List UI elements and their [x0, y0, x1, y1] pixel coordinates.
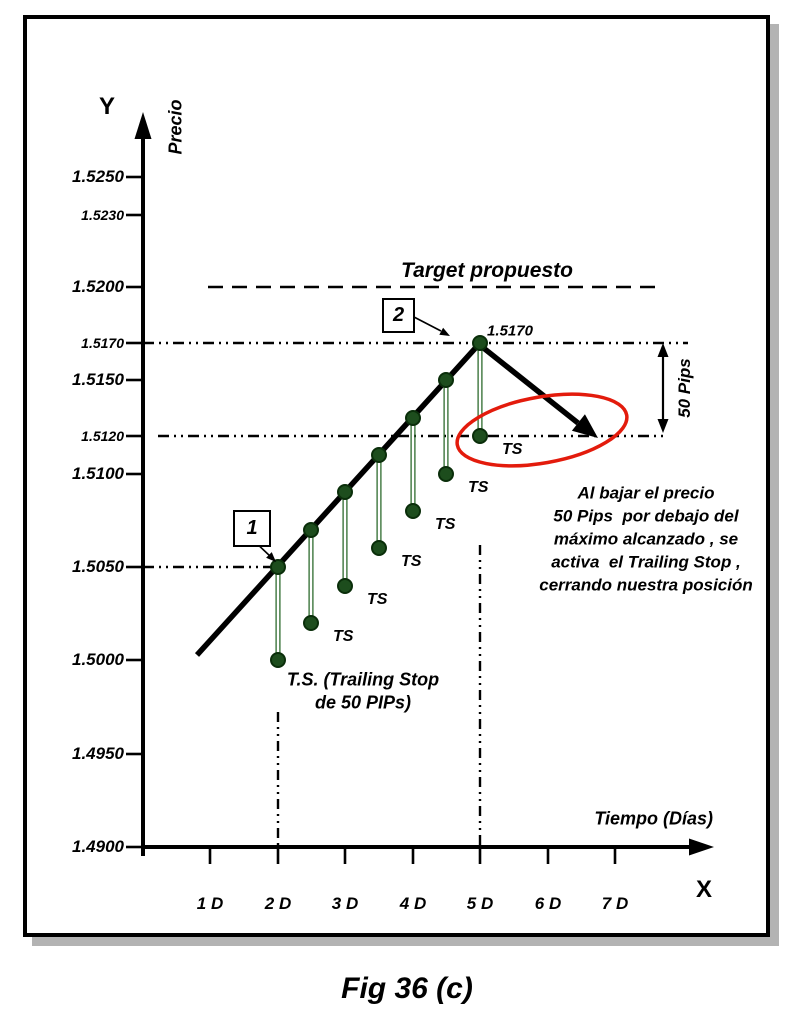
target-line-label: Target propuesto	[401, 259, 573, 282]
y-axis-letter: Y	[98, 93, 116, 120]
explanation-line: máximo alcanzado , se	[553, 529, 739, 549]
marker-2-arrow-head	[439, 327, 450, 336]
ts-label: TS	[468, 479, 489, 496]
explanation-text: Al bajar el precio 50 Pips por debajo del…	[539, 482, 753, 597]
activation-arrow-shaft	[479, 343, 580, 426]
ts-label: TS	[435, 516, 456, 533]
ts-label: TS	[333, 628, 354, 645]
price-dot	[438, 372, 454, 388]
y-axis-arrowhead	[134, 112, 152, 139]
y-axis-title: Precio	[165, 99, 186, 155]
price-dot	[371, 447, 387, 463]
explanation-line: 50 Pips por debajo del	[553, 506, 739, 526]
y-tick-label: 1.5050	[72, 557, 124, 576]
x-tick-label: 3 D	[331, 894, 359, 913]
y-tick-label: 1.4950	[72, 744, 124, 763]
stop-dot	[405, 503, 421, 519]
x-tick-label: 4 D	[399, 894, 427, 913]
x-axis-arrowhead	[689, 838, 714, 856]
y-tick-label: 1.5150	[72, 370, 124, 389]
marker-1-arrow-head	[266, 552, 276, 562]
explanation-line: cerrando nuestra posición	[539, 575, 753, 595]
trailing-stop-caption-line2: de 50 PIPs)	[314, 692, 412, 712]
price-dot	[303, 522, 319, 538]
stop-dot	[270, 652, 286, 668]
explanation-line: activa el Trailing Stop ,	[551, 552, 741, 572]
x-tick-label: 7 D	[601, 894, 629, 913]
x-tick-label: 1 D	[196, 894, 224, 913]
price-dot	[270, 559, 286, 575]
y-tick-label: 1.5250	[72, 167, 124, 186]
y-tick-label: 1.5230	[81, 207, 124, 223]
y-tick-label: 1.5120	[81, 428, 124, 444]
pips-range-arrow-head-bottom	[657, 419, 669, 433]
ts-label: TS	[401, 553, 422, 570]
ts-label: TS	[367, 591, 388, 608]
pips-range-arrow-head-top	[657, 343, 669, 357]
figure-caption: Fig 36 (c)	[341, 972, 473, 1005]
fifty-pips-label: 50 Pips	[675, 358, 694, 418]
price-dot	[472, 335, 488, 351]
stop-dot	[337, 578, 353, 594]
x-tick-label: 5 D	[466, 894, 494, 913]
price-dot	[405, 410, 421, 426]
y-tick-label: 1.5100	[72, 464, 124, 483]
price-dot	[337, 484, 353, 500]
x-axis-title: Tiempo (Días)	[594, 808, 713, 829]
x-tick-label: 2 D	[264, 894, 292, 913]
y-tick-label: 1.5170	[81, 335, 124, 351]
highlight-ellipse	[455, 392, 629, 468]
trailing-stop-caption-line1: T.S. (Trailing Stop	[286, 669, 440, 690]
stop-dot	[438, 466, 454, 482]
figure-frame	[23, 15, 770, 937]
x-axis-letter: X	[695, 876, 713, 903]
price-path-line	[194, 341, 483, 657]
y-tick-label: 1.4900	[72, 837, 124, 856]
y-tick-label: 1.5200	[72, 277, 124, 296]
y-tick-label: 1.5000	[72, 650, 124, 669]
trailing-stop-caption: T.S. (Trailing Stop de 50 PIPs)	[287, 669, 439, 714]
x-tick-label: 6 D	[534, 894, 562, 913]
marker-2-box: 2	[382, 298, 415, 333]
ts-label: TS	[502, 441, 523, 458]
stop-dot	[303, 615, 319, 631]
marker-1-box: 1	[233, 510, 271, 547]
peak-price-label: 1.5170	[487, 322, 533, 340]
explanation-line: Al bajar el precio	[577, 483, 715, 503]
stop-dot	[371, 540, 387, 556]
marker-2-arrow-shaft	[413, 316, 442, 332]
stop-dot	[472, 428, 488, 444]
activation-arrow-head	[571, 414, 598, 438]
